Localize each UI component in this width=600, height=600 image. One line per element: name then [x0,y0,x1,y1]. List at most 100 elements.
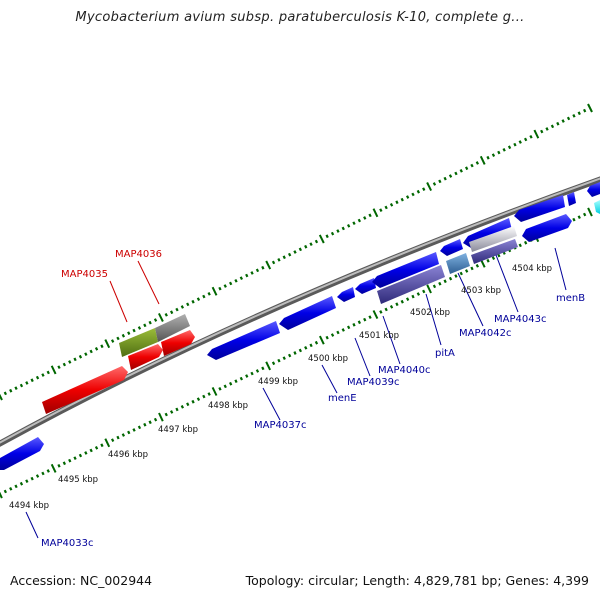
scale-label-4503: 4503 kbp [461,286,501,296]
gene-label-mene[interactable]: menE [328,393,357,404]
tick-mark [432,182,437,186]
tick-mark [211,286,218,296]
gene-map4036-feature[interactable] [161,330,195,356]
tick-mark [223,384,227,389]
tick-mark [137,425,142,430]
gene-map4042c-feature[interactable] [446,253,470,274]
gene-feature-blue-9[interactable] [514,195,565,222]
tick-mark [416,189,420,194]
tick-mark [25,479,29,483]
scale-label-4500: 4500 kbp [308,354,348,364]
gene-label-map4035[interactable]: MAP4035 [61,269,108,280]
tick-mark [271,260,276,265]
gene-map4043c-feature[interactable] [471,239,518,264]
tick-mark [89,349,93,354]
tick-mark [309,242,313,246]
gene-map4039c-feature[interactable] [355,278,376,294]
gene-map4033c-feature[interactable] [0,437,44,470]
tick-mark [261,366,265,371]
genome-summary-text: Topology: circular; Length: 4,829,781 bp… [245,573,589,588]
gene-label-map4037c[interactable]: MAP4037c [254,420,306,431]
tick-mark [234,278,238,283]
tick-mark [304,244,308,249]
tick-mark [153,417,158,422]
tick-mark [261,265,265,270]
gene-map4040c-feature[interactable] [372,252,439,288]
gene-feature-blue-10[interactable] [567,192,576,206]
tick-mark [127,331,131,335]
gene-label-map4039c[interactable]: MAP4039c [347,377,399,388]
tick-mark [207,392,211,396]
gene-label-map4040c[interactable]: MAP4040c [378,365,430,376]
tick-mark [470,266,474,271]
tick-mark [191,299,195,304]
tick-mark [583,212,587,217]
tick-mark [265,260,272,270]
gene-label-map4043c[interactable]: MAP4043c [494,314,546,325]
tick-mark [57,365,61,370]
tick-mark [357,218,361,223]
gene-feature-red-2[interactable] [128,344,163,370]
tick-mark [577,111,581,116]
tick-mark [202,394,206,399]
tick-mark [389,203,394,207]
tick-mark [298,348,302,353]
gene-feature-grey[interactable] [155,314,190,342]
tick-mark [400,299,404,304]
tick-mark [293,250,297,254]
tick-mark [111,339,115,343]
tick-mark [78,354,83,359]
tick-mark [448,174,453,178]
gene-label-menb[interactable]: menB [556,293,585,304]
tick-mark [314,239,319,244]
tick-mark [175,307,179,312]
gene-label-map4036[interactable]: MAP4036 [115,249,162,260]
tick-mark [186,402,190,407]
gene-label-pita[interactable]: pitA [435,348,455,359]
tick-mark [62,362,66,367]
tick-mark [572,217,576,222]
tick-mark [35,375,40,380]
tick-mark [368,213,372,218]
gene-feature-blue-11[interactable] [587,182,600,197]
tick-mark [479,155,486,165]
forward-tick-track [0,103,593,401]
gene-label-map4042c[interactable]: MAP4042c [459,328,511,339]
tick-mark [277,358,281,363]
tick-mark [30,476,34,481]
callout-map4037c [262,387,281,421]
gene-map4035-feature[interactable] [42,366,128,414]
tick-mark [389,305,394,309]
forward-genes [42,314,195,414]
tick-mark [218,286,222,291]
tick-mark [164,412,168,417]
tick-mark [9,487,13,491]
gene-map4037c-feature[interactable] [207,321,280,360]
tick-mark [422,187,426,191]
gene-label-map4033c[interactable]: MAP4033c [41,538,93,549]
tick-mark [255,369,260,373]
gene-pita-feature[interactable] [377,265,445,304]
tick-mark [545,127,549,131]
gene-feature-green[interactable] [119,328,158,357]
tick-mark [577,215,581,219]
tick-mark [78,453,83,458]
accession-text: Accession: NC_002944 [10,573,153,588]
gene-mene-feature[interactable] [337,287,355,302]
callout-map4040c [382,315,401,365]
gene-menb-feature[interactable] [522,214,572,242]
gene-feature-blue-7[interactable] [440,239,463,256]
tick-mark [143,422,147,427]
tick-mark [438,179,442,184]
gene-feature-white[interactable] [469,226,517,252]
callout-menb [554,247,567,291]
tick-mark [587,207,593,217]
tick-mark [470,163,474,168]
gene-feature-cyan[interactable] [594,200,600,214]
tick-mark [448,276,453,281]
scale-label-4494: 4494 kbp [9,501,49,511]
tick-mark [368,315,372,319]
tick-mark [196,397,201,401]
gene-feature-blue-3[interactable] [279,296,336,330]
